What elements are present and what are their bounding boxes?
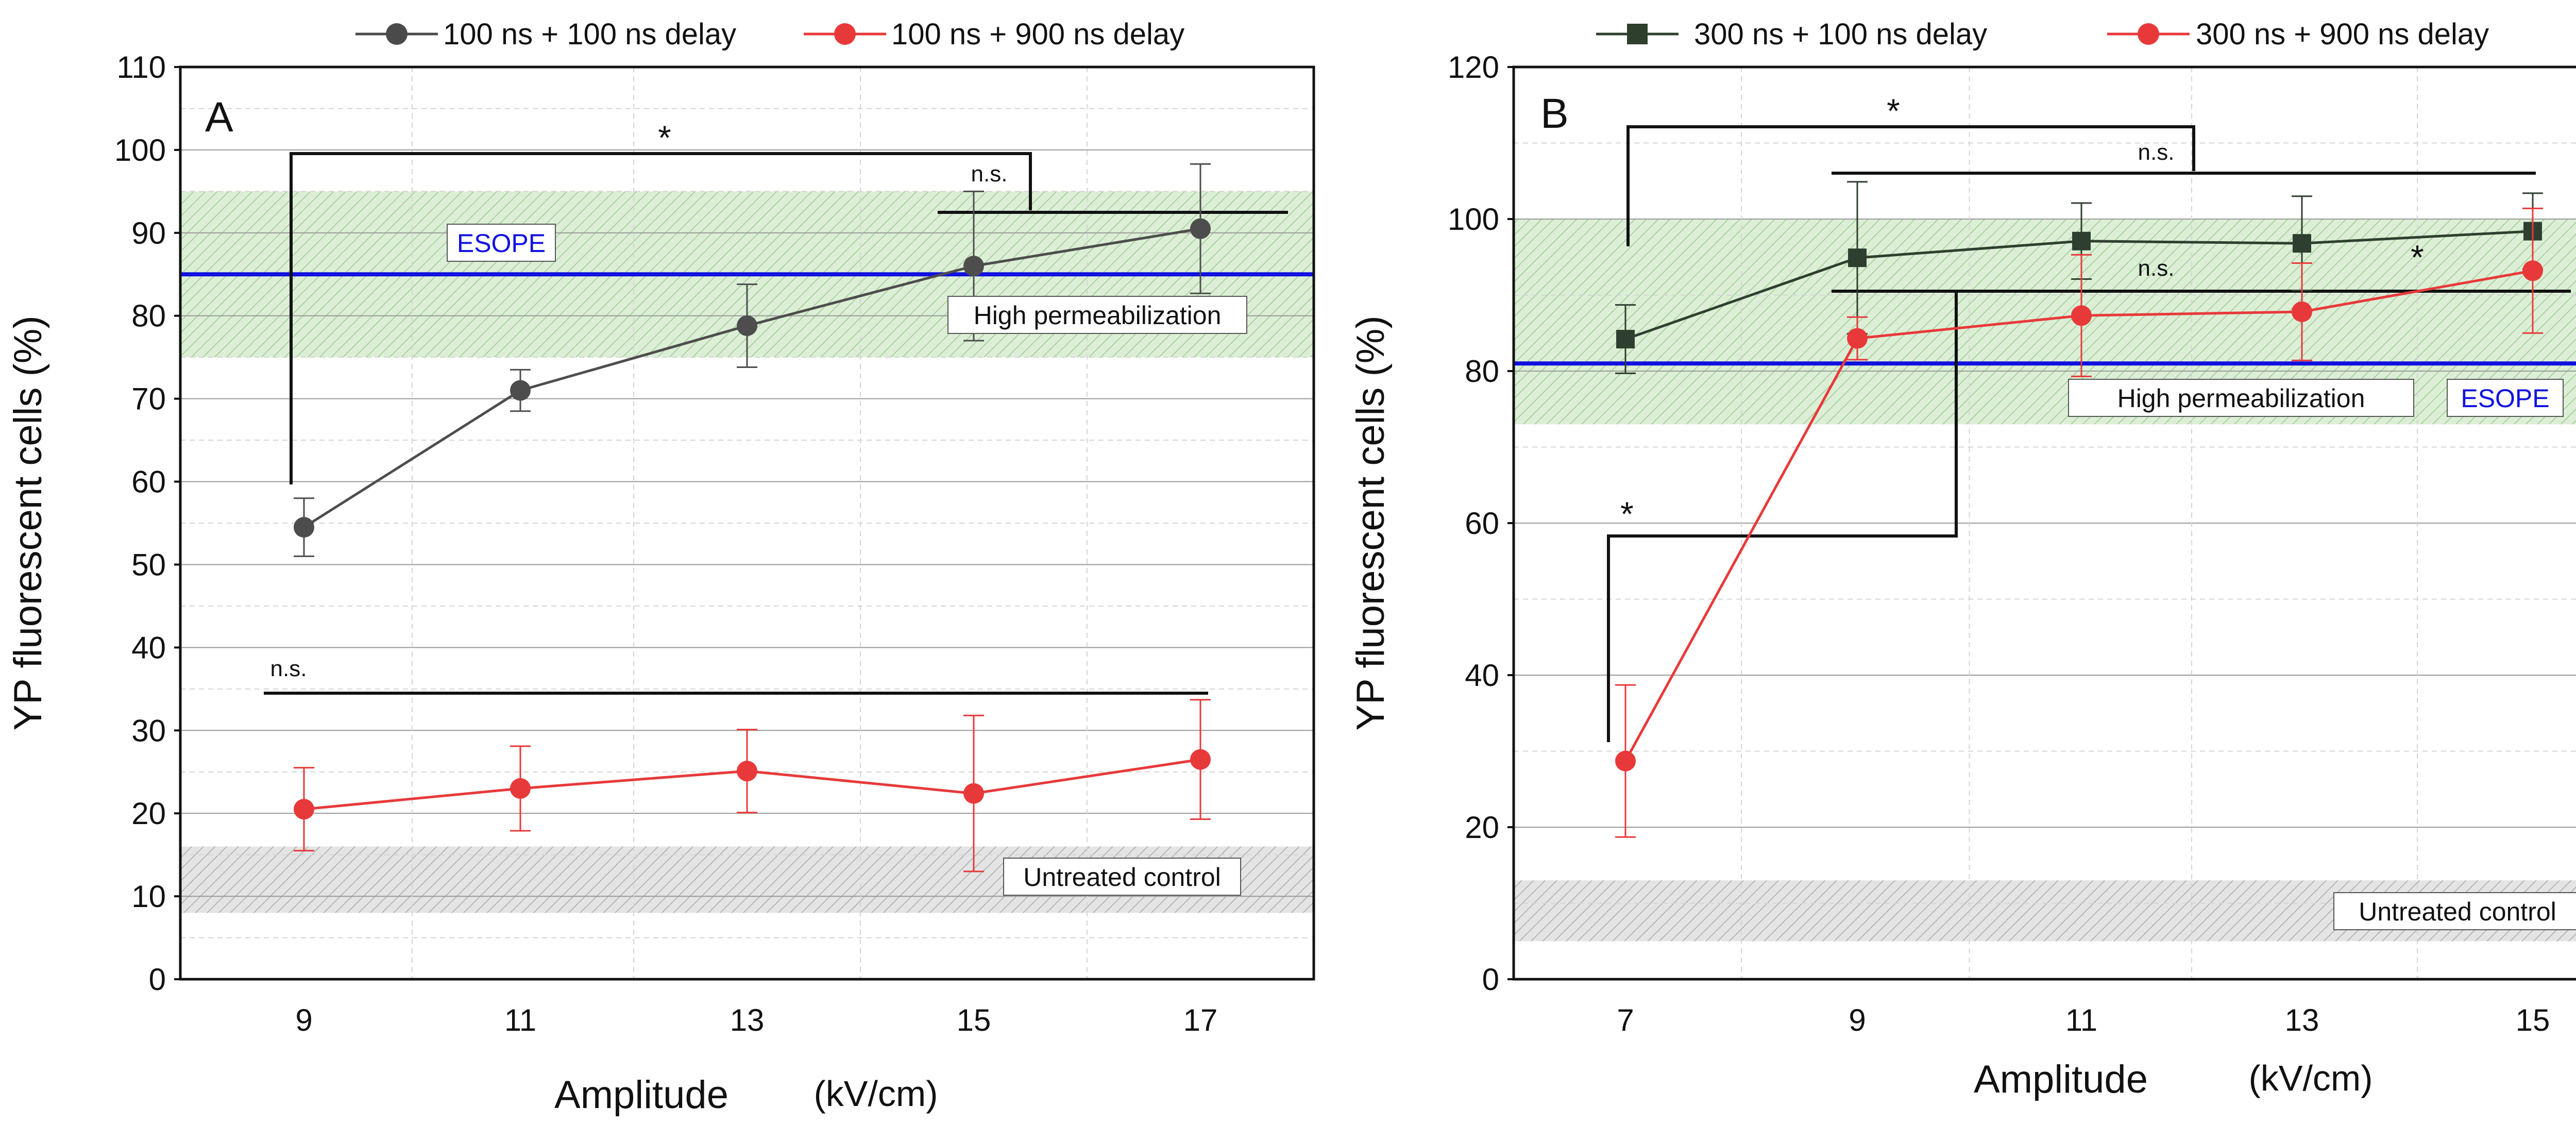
panel-b-annotation-star: *: [2411, 238, 2424, 276]
panel-b-band-label: Untreated control: [2359, 897, 2556, 926]
panel-a-x-axis-title: Amplitude: [554, 1073, 728, 1117]
legend-left-item-1: 100 ns + 100 ns delay: [355, 18, 736, 51]
panel-a-y-tick-label: 110: [116, 50, 166, 85]
panel-b-x-tick-label: 7: [1617, 1003, 1634, 1037]
panel-b-series-dark-point: [1616, 330, 1635, 349]
panel-a-y-tick-label: 40: [131, 630, 166, 665]
legend-left-label-2: 100 ns + 900 ns delay: [891, 18, 1184, 51]
panel-a-series-dark-point: [294, 517, 314, 538]
panel-a-y-tick-label: 0: [149, 962, 166, 997]
panel-a-y-tick-label: 100: [114, 133, 166, 167]
panel-b-annotation-ns: n.s.: [2138, 256, 2175, 281]
panel-b-x-tick-label: 11: [2065, 1003, 2097, 1037]
panel-a-letter: A: [205, 94, 233, 141]
panel-b-annotation-ns: n.s.: [2138, 140, 2175, 165]
panel-a-series-red-point: [1190, 749, 1211, 770]
legend-left: 100 ns + 100 ns delay 100 ns + 900 ns de…: [355, 18, 1184, 51]
panel-a-axes-frame: [179, 65, 1315, 981]
panel-a-y-tick-label: 90: [131, 216, 166, 250]
panel-b-y-axis-title: YP fluorescent cells (%): [1349, 315, 1393, 730]
panel-a-esope-label: ESOPE: [457, 229, 546, 258]
panel-a-y-tick-label: 70: [131, 382, 166, 416]
panel-a-series-dark-point: [963, 256, 984, 277]
panel-a-esope-label-box: [447, 224, 556, 262]
panel-b-annotation-star: *: [1887, 92, 1900, 130]
panel-b-y-tick-label: 120: [1448, 50, 1499, 85]
legend-left-label-1: 100 ns + 100 ns delay: [443, 18, 736, 51]
panel-b-series-red-point: [2292, 301, 2312, 322]
panel-b-x-tick-label: 9: [1849, 1003, 1866, 1037]
panel-b-y-tick-label: 20: [1465, 810, 1499, 845]
panel-a-y-tick-label: 30: [131, 713, 166, 748]
panel-b-y-tick-label: 40: [1465, 658, 1499, 693]
legend-left-item-2: 100 ns + 900 ns delay: [804, 18, 1184, 51]
panel-b-y-tick-label: 100: [1448, 202, 1499, 237]
panel-a-band-label-box: [1003, 858, 1241, 896]
panel-b-significance-bracket: [1626, 125, 2195, 246]
panel-b-significance-bracket: [1607, 291, 1958, 742]
legend-marker-circle-red: [834, 23, 856, 45]
panel-a-y-tick-label: 10: [131, 879, 166, 914]
legend-marker-circle-red-2: [2138, 23, 2159, 45]
legend-right-item-2: 300 ns + 900 ns delay: [2107, 18, 2489, 51]
legend-right-label-1: 300 ns + 100 ns delay: [1694, 18, 1987, 51]
panel-a-significance-bracket: [290, 152, 1032, 484]
panel-a-x-tick-label: 9: [295, 1003, 312, 1037]
panel-b-esope-label-box: [2447, 379, 2564, 417]
panel-b-series-red-point: [1847, 328, 1868, 349]
panel-b-y-tick-label: 80: [1465, 354, 1499, 389]
panel-b-annotation-star: *: [1620, 495, 1634, 533]
panel-a-x-tick-label: 15: [957, 1003, 991, 1037]
panel-b-x-tick-label: 13: [2285, 1003, 2319, 1037]
panel-b: ESOPE High permeabilization Untreated cont…: [1349, 50, 2576, 1101]
legend-right-item-1: 300 ns + 100 ns delay: [1596, 18, 1987, 51]
panel-a-band-label-box: [947, 296, 1247, 334]
panel-a-series-dark-point: [737, 315, 757, 337]
panel-b-x-tick-label: 15: [2516, 1003, 2550, 1037]
panel-a-y-tick-label: 50: [131, 547, 166, 582]
legend-marker-square-dark: [1627, 24, 1648, 44]
panel-a-x-tick-label: 13: [730, 1003, 765, 1037]
panel-a-series-red-point: [510, 778, 531, 799]
panel-a-series-dark-point: [510, 380, 531, 401]
panel-b-series-red-point: [1615, 750, 1636, 772]
panel-a-annotation-ns: n.s.: [971, 161, 1008, 187]
panel-b-x-axis-title: Amplitude: [1974, 1058, 2148, 1101]
panel-b-y-tick-label: 0: [1482, 962, 1499, 997]
panel-a: ESOPE High permeabilization Untreated cont…: [6, 50, 1315, 1117]
panel-a-band-label: Untreated control: [1023, 863, 1221, 892]
panel-a-series-red-point: [294, 799, 314, 820]
panel-a-y-tick-label: 20: [131, 796, 166, 831]
legend-marker-circle-dark: [386, 23, 408, 45]
panel-a-annotation-star: *: [658, 119, 671, 157]
panel-b-band-label-box: [2068, 379, 2414, 417]
panel-a-y-tick-label: 60: [131, 465, 166, 499]
panel-b-esope-label: ESOPE: [2461, 384, 2549, 413]
panel-b-band-label-box: [2333, 892, 2576, 930]
panel-b-series-dark-point: [2293, 234, 2311, 253]
panel-b-x-axis-unit: (kV/cm): [2248, 1058, 2372, 1098]
panel-a-y-tick-label: 80: [131, 299, 166, 333]
panel-a-series-red-point: [737, 761, 757, 782]
panel-b-series-dark-point: [2072, 231, 2091, 250]
panel-a-y-axis-title: YP fluorescent cells (%): [6, 315, 50, 730]
panel-a-annotation-ns: n.s.: [270, 656, 307, 681]
panel-b-letter: B: [1540, 90, 1569, 137]
legend-right: 300 ns + 100 ns delay 300 ns + 900 ns de…: [1596, 18, 2489, 51]
legend-right-label-2: 300 ns + 900 ns delay: [2196, 18, 2489, 51]
panel-b-series-red-point: [2071, 305, 2092, 326]
panel-b-series-dark-point: [1848, 248, 1867, 267]
panel-b-series-red-point: [2522, 260, 2543, 281]
panel-b-y-tick-label: 60: [1465, 506, 1499, 541]
panel-a-x-tick-label: 17: [1183, 1003, 1218, 1037]
panel-a-series-red-point: [963, 783, 984, 804]
panel-a-band-label: High permeabilization: [974, 301, 1222, 330]
panel-a-x-axis-unit: (kV/cm): [814, 1074, 938, 1114]
panel-b-band-label: High permeabilization: [2117, 384, 2365, 413]
panel-a-x-tick-label: 11: [504, 1003, 536, 1037]
panel-a-series-dark-point: [1190, 218, 1211, 239]
